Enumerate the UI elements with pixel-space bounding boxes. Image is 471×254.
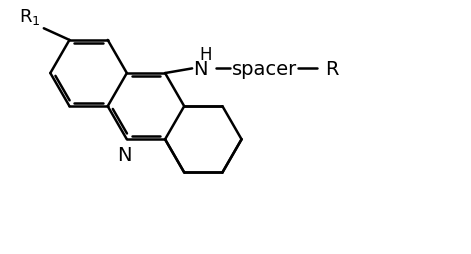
Text: R$_1$: R$_1$ [18,7,40,27]
Text: H: H [200,46,212,64]
Text: N: N [193,60,208,78]
Text: spacer: spacer [232,60,297,78]
Text: R: R [325,60,339,78]
Text: N: N [117,145,132,164]
